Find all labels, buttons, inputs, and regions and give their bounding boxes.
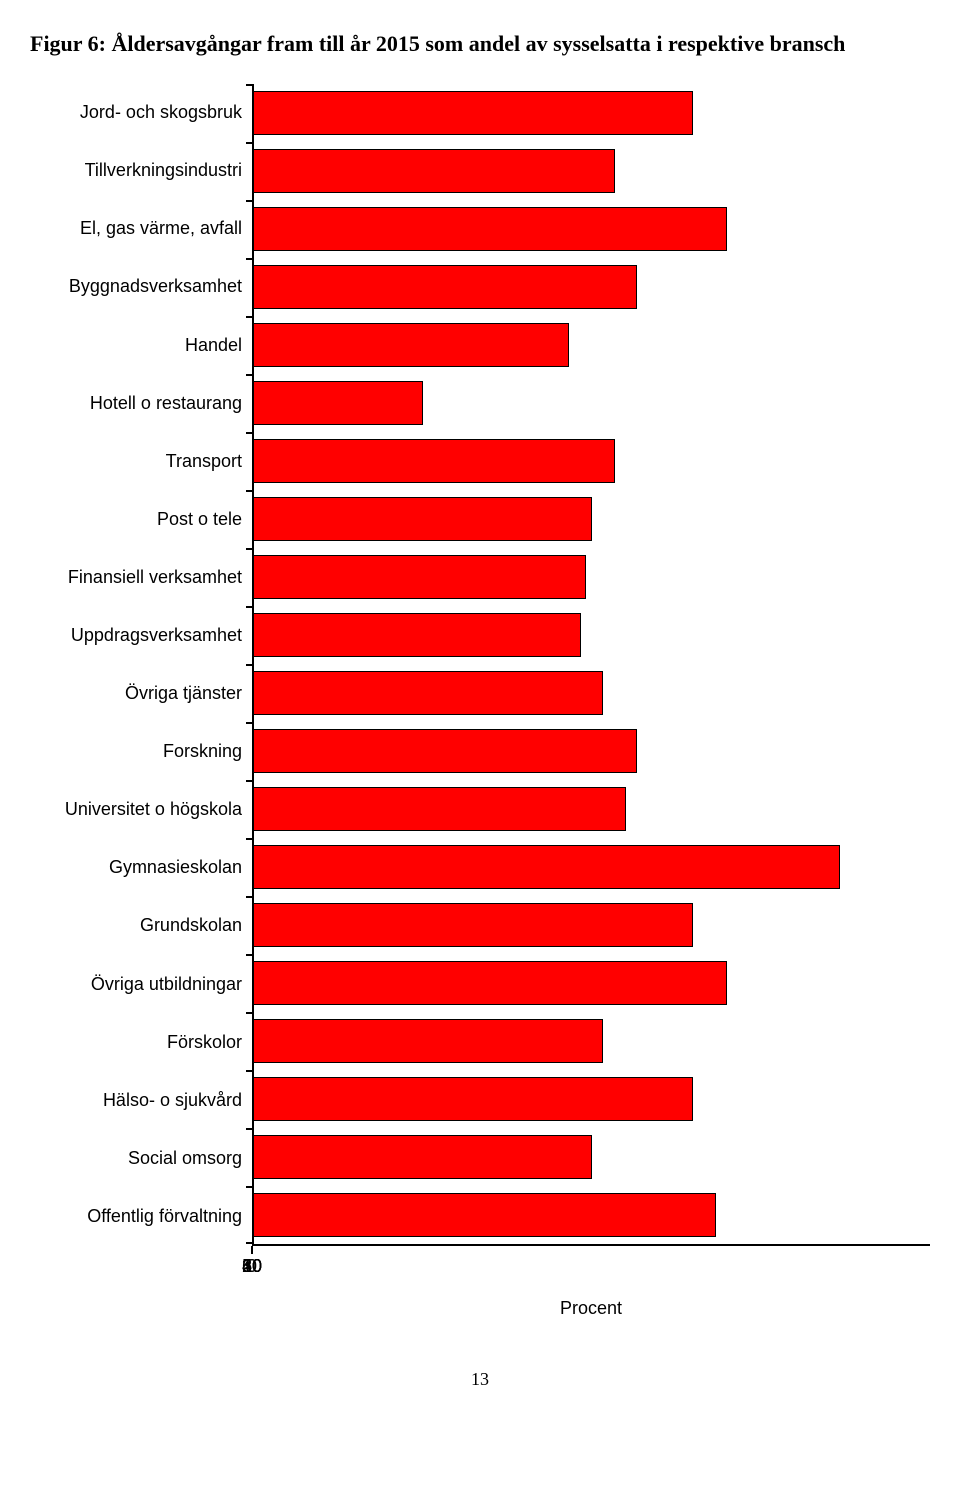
- bar: [254, 961, 727, 1005]
- y-axis-label: Grundskolan: [55, 897, 242, 955]
- y-axis-label: Gymnasieskolan: [55, 839, 242, 897]
- y-axis-label: Tillverkningsindustri: [55, 142, 242, 200]
- bar-slot: [254, 780, 930, 838]
- y-axis-label: Jord- och skogsbruk: [55, 84, 242, 142]
- bar: [254, 207, 727, 251]
- bar: [254, 439, 615, 483]
- bar: [254, 845, 840, 889]
- bar: [254, 903, 693, 947]
- bar: [254, 149, 615, 193]
- bar: [254, 787, 626, 831]
- bars-container: [254, 84, 930, 1244]
- bar-slot: [254, 722, 930, 780]
- y-axis-label: Övriga tjänster: [55, 665, 242, 723]
- y-axis-label: Universitet o högskola: [55, 781, 242, 839]
- y-axis-label: Finansiell verksamhet: [55, 548, 242, 606]
- bar: [254, 381, 423, 425]
- bar-slot: [254, 548, 930, 606]
- bar-slot: [254, 1012, 930, 1070]
- bar-slot: [254, 838, 930, 896]
- bar-slot: [254, 200, 930, 258]
- y-axis-labels: Jord- och skogsbrukTillverkningsindustri…: [55, 84, 252, 1246]
- y-axis-label: Uppdragsverksamhet: [55, 606, 242, 664]
- bar-slot: [254, 1128, 930, 1186]
- bar-slot: [254, 316, 930, 374]
- y-axis-label: Hälso- o sjukvård: [55, 1071, 242, 1129]
- bar-slot: [254, 954, 930, 1012]
- page-number: 13: [30, 1369, 930, 1390]
- bar: [254, 265, 637, 309]
- y-axis-label: Transport: [55, 432, 242, 490]
- chart-title: Figur 6: Åldersavgångar fram till år 201…: [30, 30, 930, 59]
- y-axis-label: Social omsorg: [55, 1129, 242, 1187]
- y-axis-label: Byggnadsverksamhet: [55, 258, 242, 316]
- bar-slot: [254, 84, 930, 142]
- bar-slot: [254, 374, 930, 432]
- bar-slot: [254, 1186, 930, 1244]
- bar: [254, 555, 586, 599]
- bar: [254, 729, 637, 773]
- bar-slot: [254, 432, 930, 490]
- y-axis-label: Handel: [55, 316, 242, 374]
- bar: [254, 497, 592, 541]
- bar: [254, 1135, 592, 1179]
- bar-slot: [254, 1070, 930, 1128]
- bar: [254, 1077, 693, 1121]
- bar: [254, 1019, 603, 1063]
- y-axis-label: Post o tele: [55, 490, 242, 548]
- bar-slot: [254, 664, 930, 722]
- y-axis-label: Övriga utbildningar: [55, 955, 242, 1013]
- bar-slot: [254, 490, 930, 548]
- y-axis-label: Hotell o restaurang: [55, 374, 242, 432]
- bar-slot: [254, 258, 930, 316]
- x-tick-label: 60: [242, 1256, 262, 1277]
- bar: [254, 613, 581, 657]
- y-axis-label: El, gas värme, avfall: [55, 200, 242, 258]
- bar-slot: [254, 606, 930, 664]
- y-axis-label: Förskolor: [55, 1013, 242, 1071]
- x-tick: [251, 1246, 253, 1254]
- x-axis-label: Procent: [252, 1298, 930, 1319]
- chart-wrapper: Jord- och skogsbrukTillverkningsindustri…: [55, 84, 930, 1319]
- y-axis-label: Offentlig förvaltning: [55, 1187, 242, 1245]
- bar: [254, 671, 603, 715]
- bar: [254, 1193, 716, 1237]
- bar-slot: [254, 896, 930, 954]
- bar: [254, 91, 693, 135]
- bar-slot: [254, 142, 930, 200]
- plot-area: [252, 84, 930, 1246]
- bar: [254, 323, 569, 367]
- y-axis-label: Forskning: [55, 723, 242, 781]
